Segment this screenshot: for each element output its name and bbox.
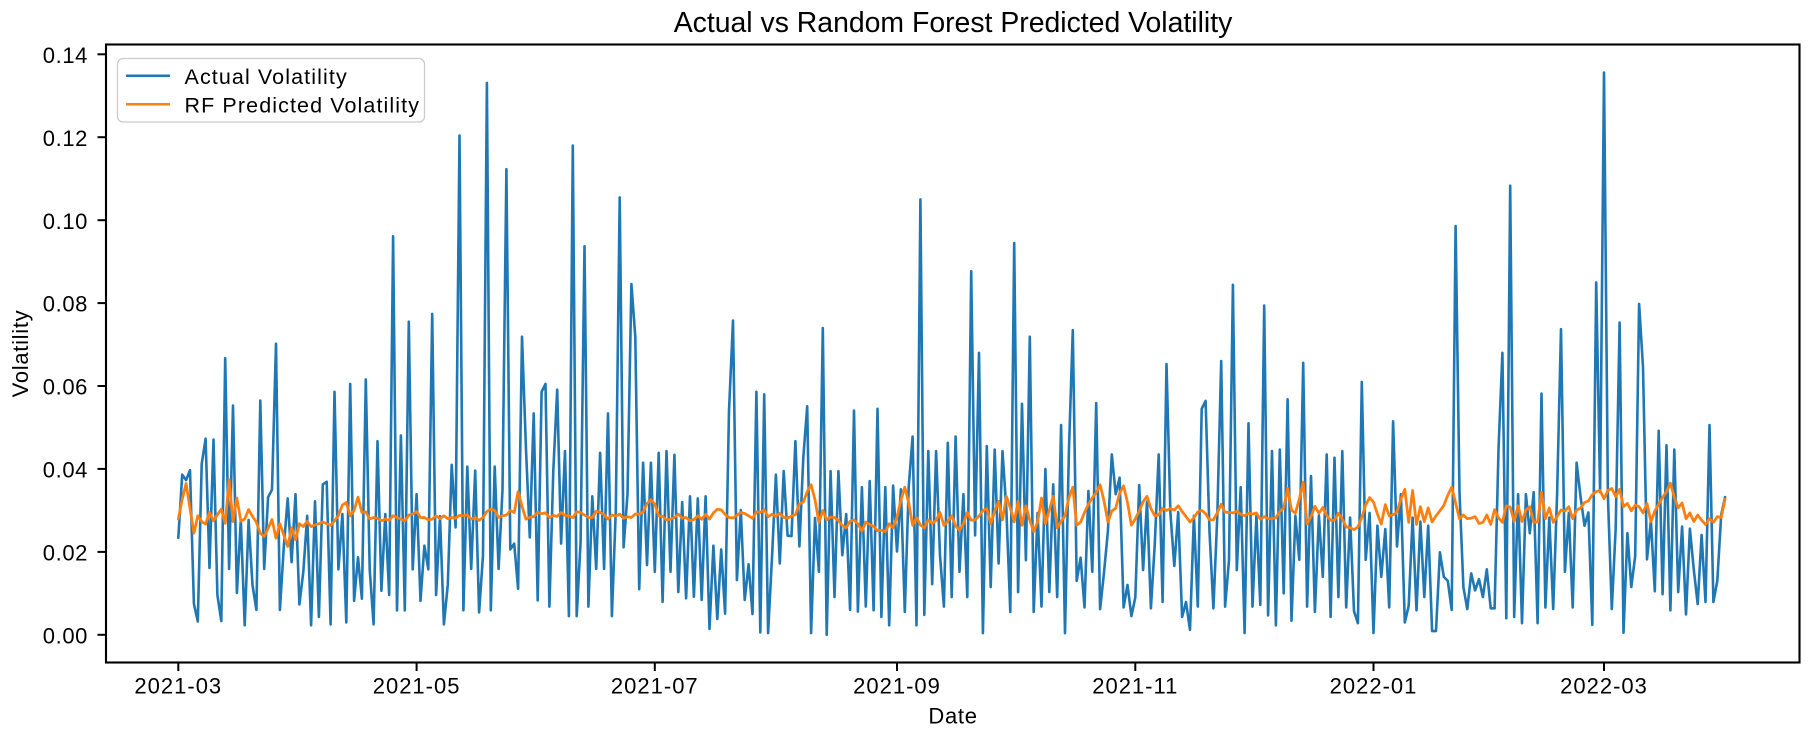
svg-text:2022-03: 2022-03	[1560, 674, 1648, 699]
svg-text:0.04: 0.04	[43, 458, 88, 483]
svg-text:2021-11: 2021-11	[1092, 674, 1178, 699]
svg-text:0.10: 0.10	[43, 209, 88, 234]
svg-text:0.08: 0.08	[43, 292, 88, 317]
svg-text:Volatility: Volatility	[8, 310, 33, 398]
svg-text:0.14: 0.14	[43, 43, 88, 68]
svg-text:Actual Volatility: Actual Volatility	[185, 65, 348, 89]
svg-text:0.06: 0.06	[43, 375, 88, 400]
svg-text:2021-03: 2021-03	[134, 674, 222, 699]
svg-text:0.00: 0.00	[43, 623, 88, 648]
svg-text:0.02: 0.02	[43, 541, 88, 566]
svg-text:2022-01: 2022-01	[1330, 674, 1418, 699]
svg-text:Actual vs Random Forest Predic: Actual vs Random Forest Predicted Volati…	[674, 7, 1233, 39]
svg-text:2021-07: 2021-07	[611, 674, 699, 699]
svg-text:RF Predicted Volatility: RF Predicted Volatility	[185, 93, 421, 117]
svg-text:Date: Date	[928, 704, 977, 729]
svg-text:0.12: 0.12	[43, 126, 88, 151]
svg-text:2021-09: 2021-09	[853, 674, 941, 699]
svg-text:2021-05: 2021-05	[373, 674, 461, 699]
